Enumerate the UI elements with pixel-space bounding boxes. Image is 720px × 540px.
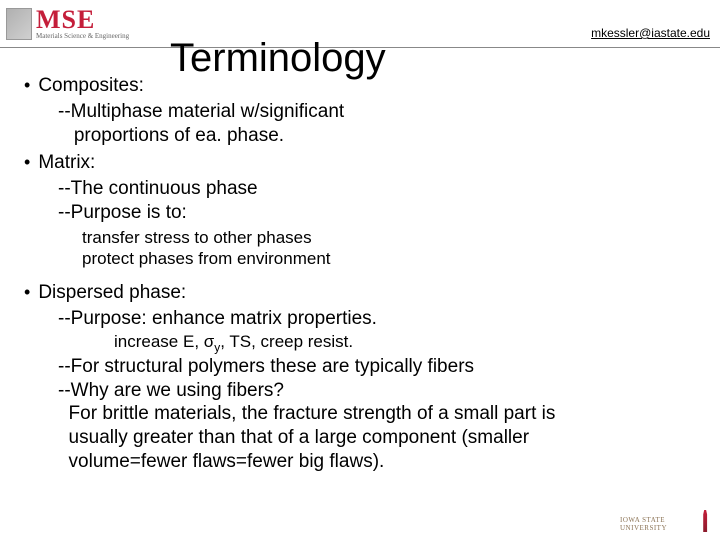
dispersed-sub-1: increase E, σy, TS, creep resist. [114, 331, 700, 355]
campanile-icon [700, 510, 710, 532]
logo-graphic [6, 8, 32, 40]
bullet-dispersed: • Dispersed phase: [24, 279, 700, 305]
dept-logo: MSE Materials Science & Engineering [6, 7, 129, 40]
dispersed-sub-1a: increase E, σ [114, 332, 214, 351]
heading-dispersed: Dispersed phase: [38, 281, 186, 305]
matrix-line-1: --The continuous phase [58, 177, 700, 201]
bullet-dot-icon: • [24, 279, 30, 301]
bullet-dot-icon: • [24, 149, 30, 171]
dispersed-line-1: --Purpose: enhance matrix properties. [58, 307, 700, 331]
logo-sub-text: Materials Science & Engineering [36, 33, 129, 40]
dispersed-line-5: For brittle materials, the fracture stre… [58, 402, 700, 426]
logo-text-block: MSE Materials Science & Engineering [36, 7, 129, 40]
matrix-line-2: --Purpose is to: [58, 201, 700, 225]
heading-matrix: Matrix: [38, 151, 95, 175]
bullet-composites: • Composites: [24, 72, 700, 98]
bullet-matrix: • Matrix: [24, 149, 700, 175]
matrix-sub-1: transfer stress to other phases [82, 227, 700, 248]
university-name: IOWA STATE UNIVERSITY [620, 516, 696, 532]
contact-email[interactable]: mkessler@iastate.edu [591, 26, 710, 40]
university-logo: IOWA STATE UNIVERSITY [620, 508, 710, 532]
dispersed-line-3: --For structural polymers these are typi… [58, 355, 700, 379]
composites-line-2: proportions of ea. phase. [58, 124, 700, 148]
logo-main-text: MSE [36, 7, 129, 33]
heading-composites: Composites: [38, 74, 144, 98]
dispersed-line-4: --Why are we using fibers? [58, 379, 700, 403]
dispersed-line-7: volume=fewer flaws=fewer big flaws). [58, 450, 700, 474]
matrix-sub-2: protect phases from environment [82, 248, 700, 269]
composites-line-1: --Multiphase material w/significant [58, 100, 700, 124]
dispersed-line-6: usually greater than that of a large com… [58, 426, 700, 450]
bullet-dot-icon: • [24, 72, 30, 94]
slide-body: • Composites: --Multiphase material w/si… [24, 60, 700, 474]
dispersed-sub-1c: , TS, creep resist. [220, 332, 353, 351]
